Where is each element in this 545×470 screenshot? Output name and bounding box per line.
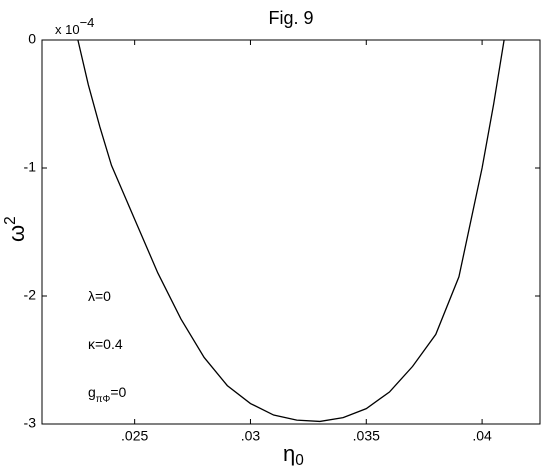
label-after: =0 [110, 384, 126, 400]
label: κ=0.4 [88, 336, 123, 352]
x-tick-label: .025 [121, 428, 148, 444]
label: gπΦ=0 [88, 384, 127, 405]
y-tick-label: -1 [24, 159, 37, 175]
label-text: κ=0.4 [88, 336, 123, 352]
y-tick-label: -2 [24, 287, 37, 303]
label: x 10−4 [55, 15, 94, 37]
label-text: η [283, 441, 295, 466]
y-tick-label: 0 [28, 31, 36, 47]
y-tick-label: -3 [24, 415, 37, 431]
chart-title: Fig. 9 [268, 8, 313, 28]
x-tick-label: .04 [472, 428, 492, 444]
label-text: ω [4, 225, 29, 242]
label-sup: 2 [2, 216, 19, 225]
x-tick-label: .03 [241, 428, 261, 444]
label-sub: 0 [295, 452, 304, 469]
label-text: x 10 [55, 22, 80, 37]
x-tick-label: .035 [353, 428, 380, 444]
data-line [77, 39, 505, 423]
label: ω2 [2, 216, 29, 242]
label-sup: −4 [80, 15, 95, 30]
label-sub: πΦ [96, 394, 111, 405]
label: λ=0 [88, 288, 111, 304]
label: η0 [283, 441, 304, 469]
label-text: λ=0 [88, 288, 111, 304]
label-text: g [88, 384, 96, 400]
plot-area [41, 39, 541, 425]
